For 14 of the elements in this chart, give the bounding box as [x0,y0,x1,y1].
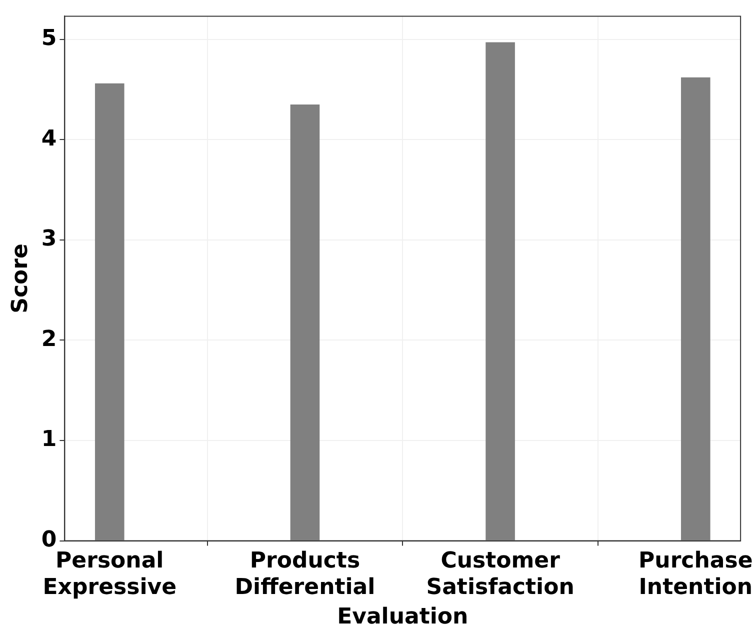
y-tick-label: 5 [41,26,57,51]
y-tick-label: 4 [41,126,57,152]
x-tick-label: Products Differential [234,548,376,600]
y-tick-label: 1 [41,427,57,452]
bar [290,104,320,540]
x-tick-label: Customer Satisfaction [426,548,574,600]
y-tick-label: 2 [41,326,57,352]
y-tick-label: 3 [41,226,57,252]
y-axis-title: Score [8,244,33,314]
bar [680,77,710,540]
x-axis-title: Evaluation [337,604,468,630]
bar [486,42,515,540]
bar [94,83,124,540]
x-tick-label: Purchase Intention [638,548,753,600]
